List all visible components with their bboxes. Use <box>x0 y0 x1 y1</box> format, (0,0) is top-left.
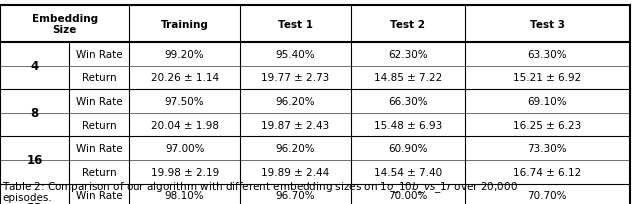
Text: 19.89 ± 2.44: 19.89 ± 2.44 <box>261 167 330 177</box>
Text: Return: Return <box>82 167 116 177</box>
Text: 20.04 ± 1.98: 20.04 ± 1.98 <box>150 120 219 130</box>
Text: 14.85 ± 7.22: 14.85 ± 7.22 <box>374 73 442 83</box>
Text: Embedding
Size: Embedding Size <box>31 14 98 35</box>
Text: Win Rate: Win Rate <box>76 190 122 200</box>
Text: 16.74 ± 6.12: 16.74 ± 6.12 <box>513 167 581 177</box>
Text: 97.00%: 97.00% <box>165 143 204 153</box>
Text: 69.10%: 69.10% <box>527 96 567 106</box>
Text: 20.26 ± 1.14: 20.26 ± 1.14 <box>150 73 219 83</box>
Text: 19.98 ± 2.19: 19.98 ± 2.19 <box>150 167 219 177</box>
Text: 62.30%: 62.30% <box>388 50 428 60</box>
Text: 16.25 ± 6.23: 16.25 ± 6.23 <box>513 120 581 130</box>
Text: Win Rate: Win Rate <box>76 143 122 153</box>
Text: Table 2: Comparison of our algorithm with different embedding sizes on $1o\_10b\: Table 2: Comparison of our algorithm wit… <box>2 179 518 194</box>
Text: Win Rate: Win Rate <box>76 96 122 106</box>
Text: Win Rate: Win Rate <box>76 50 122 60</box>
Text: 4: 4 <box>31 60 38 73</box>
Text: 99.20%: 99.20% <box>165 50 204 60</box>
Text: Return: Return <box>82 73 116 83</box>
Text: Test 3: Test 3 <box>530 20 564 29</box>
Text: 16: 16 <box>26 154 43 167</box>
Text: 70.00%: 70.00% <box>388 190 428 200</box>
Text: 15.21 ± 6.92: 15.21 ± 6.92 <box>513 73 581 83</box>
Text: Return: Return <box>82 120 116 130</box>
Text: 63.30%: 63.30% <box>527 50 567 60</box>
Text: Training: Training <box>161 20 209 29</box>
Text: Test 2: Test 2 <box>390 20 425 29</box>
Text: 15.48 ± 6.93: 15.48 ± 6.93 <box>374 120 442 130</box>
Text: 66.30%: 66.30% <box>388 96 428 106</box>
Text: 19.87 ± 2.43: 19.87 ± 2.43 <box>261 120 330 130</box>
Text: 70.70%: 70.70% <box>527 190 567 200</box>
Text: 96.20%: 96.20% <box>276 96 315 106</box>
Text: 98.10%: 98.10% <box>165 190 204 200</box>
Text: Test 1: Test 1 <box>278 20 313 29</box>
Text: 19.77 ± 2.73: 19.77 ± 2.73 <box>261 73 330 83</box>
Text: 8: 8 <box>31 107 38 120</box>
Text: 32: 32 <box>26 201 43 204</box>
Text: 73.30%: 73.30% <box>527 143 567 153</box>
Text: episodes.: episodes. <box>2 193 52 202</box>
Text: 97.50%: 97.50% <box>165 96 204 106</box>
Text: 60.90%: 60.90% <box>388 143 428 153</box>
Text: 95.40%: 95.40% <box>276 50 315 60</box>
Text: 14.54 ± 7.40: 14.54 ± 7.40 <box>374 167 442 177</box>
Text: 96.20%: 96.20% <box>276 143 315 153</box>
Text: 96.70%: 96.70% <box>276 190 315 200</box>
